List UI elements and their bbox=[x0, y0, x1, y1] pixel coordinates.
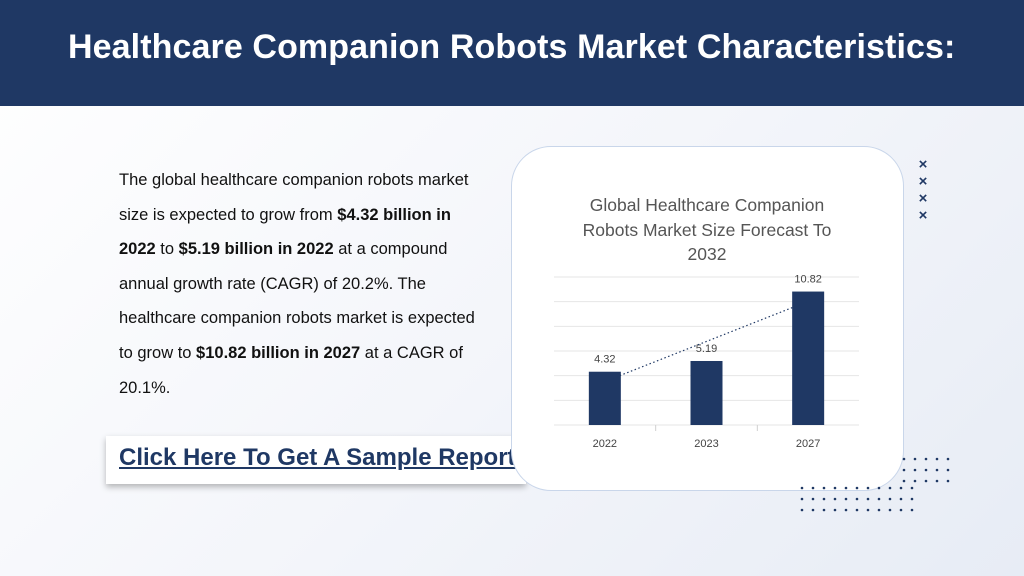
dot bbox=[822, 508, 826, 512]
dot bbox=[888, 508, 892, 512]
desc-text-1: The global healthcare companion robots m… bbox=[119, 171, 469, 224]
chart-title-line-3: 2032 bbox=[687, 244, 727, 264]
dot bbox=[899, 497, 903, 501]
dot bbox=[833, 497, 837, 501]
dot bbox=[913, 479, 917, 483]
dot bbox=[924, 468, 928, 472]
x-tick-label-2027: 2027 bbox=[796, 438, 820, 450]
x-mark-icon: × bbox=[918, 173, 928, 190]
x-tick-label-2022: 2022 bbox=[593, 438, 617, 450]
dot bbox=[935, 468, 939, 472]
dot bbox=[855, 486, 859, 490]
dot bbox=[866, 497, 870, 501]
chart-title-line-2: Robots Market Size Forecast To bbox=[582, 219, 832, 240]
market-description: The global healthcare companion robots m… bbox=[119, 163, 479, 405]
dot bbox=[811, 497, 815, 501]
chart-title-line-1: Global Healthcare Companion bbox=[589, 195, 825, 215]
chart-title: Global Healthcare Companion Robots Marke… bbox=[512, 193, 902, 267]
dot bbox=[844, 508, 848, 512]
bar-2027 bbox=[792, 291, 825, 425]
desc-text-2: to bbox=[155, 240, 179, 259]
desc-bold-1: $4.32 billion in 2022 bbox=[119, 205, 451, 259]
dot bbox=[902, 479, 906, 483]
dot bbox=[888, 497, 892, 501]
dot bbox=[899, 508, 903, 512]
dot bbox=[877, 486, 881, 490]
dot bbox=[910, 508, 914, 512]
x-mark-icon: × bbox=[918, 190, 928, 207]
dot bbox=[935, 457, 939, 461]
dot bbox=[913, 468, 917, 472]
bar-2022 bbox=[588, 371, 621, 425]
dot bbox=[902, 457, 906, 461]
dot-grid-decoration bbox=[902, 457, 950, 483]
dot bbox=[800, 508, 804, 512]
dot bbox=[811, 508, 815, 512]
dot bbox=[902, 468, 906, 472]
data-label-2023: 5.19 bbox=[696, 343, 717, 355]
dot bbox=[866, 486, 870, 490]
dot bbox=[946, 468, 950, 472]
dot bbox=[844, 497, 848, 501]
x-marks-decoration: × × × × bbox=[915, 156, 931, 224]
x-tick-label-2023: 2023 bbox=[694, 438, 718, 450]
header-bar: Healthcare Companion Robots Market Chara… bbox=[0, 0, 1024, 106]
dot bbox=[833, 486, 837, 490]
desc-text-4: at a CAGR of 20.1%. bbox=[119, 343, 463, 397]
desc-bold-3: $10.82 billion in 2027 bbox=[196, 343, 361, 362]
desc-text-3: at a compound annual growth rate (CAGR) … bbox=[119, 240, 475, 362]
page-title: Healthcare Companion Robots Market Chara… bbox=[68, 28, 956, 66]
dot bbox=[833, 508, 837, 512]
dot bbox=[866, 508, 870, 512]
desc-bold-2: $5.19 billion in 2022 bbox=[178, 240, 334, 259]
dot bbox=[946, 479, 950, 483]
sample-report-box[interactable]: Click Here To Get A Sample Report bbox=[106, 436, 526, 484]
trendline bbox=[604, 300, 809, 383]
dot bbox=[924, 479, 928, 483]
dot bbox=[888, 486, 892, 490]
dot bbox=[800, 486, 804, 490]
dot bbox=[910, 497, 914, 501]
dot bbox=[899, 486, 903, 490]
dot-grid-decoration bbox=[800, 486, 914, 512]
dot bbox=[946, 457, 950, 461]
dot bbox=[855, 497, 859, 501]
dot bbox=[877, 508, 881, 512]
dot bbox=[935, 479, 939, 483]
data-label-2022: 4.32 bbox=[594, 354, 615, 366]
data-label-2027: 10.82 bbox=[794, 274, 822, 286]
dot bbox=[855, 508, 859, 512]
dot bbox=[844, 486, 848, 490]
dot bbox=[811, 486, 815, 490]
bar-2023 bbox=[690, 360, 723, 425]
dot bbox=[924, 457, 928, 461]
bar-chart: 4.32 2022 5.19 2023 10.82 2027 bbox=[554, 274, 859, 450]
sample-report-link[interactable]: Click Here To Get A Sample Report bbox=[119, 444, 516, 471]
dot bbox=[800, 497, 804, 501]
chart-card: Global Healthcare Companion Robots Marke… bbox=[511, 146, 904, 491]
x-mark-icon: × bbox=[918, 207, 928, 224]
dot bbox=[822, 497, 826, 501]
dot bbox=[910, 486, 914, 490]
dot bbox=[822, 486, 826, 490]
x-mark-icon: × bbox=[918, 156, 928, 173]
dot bbox=[877, 497, 881, 501]
dot bbox=[913, 457, 917, 461]
